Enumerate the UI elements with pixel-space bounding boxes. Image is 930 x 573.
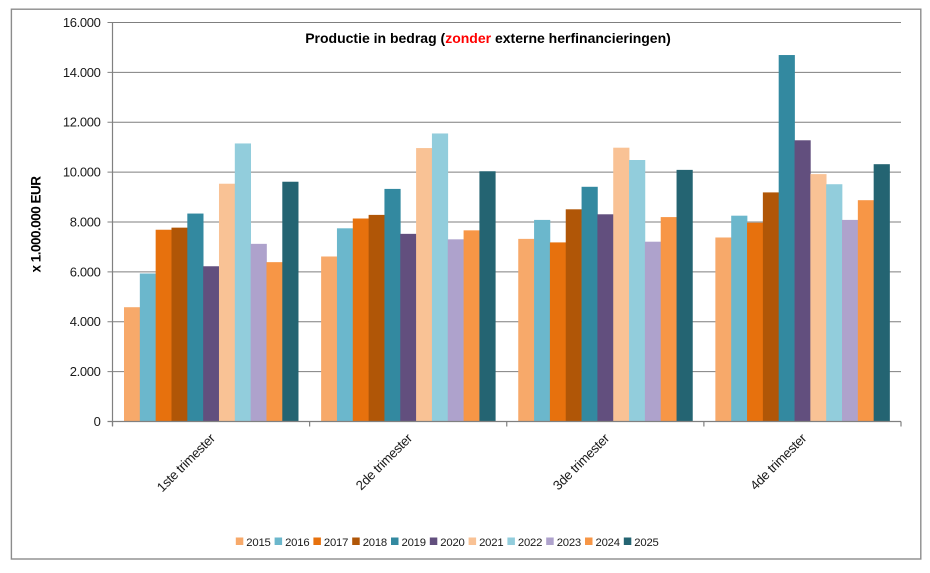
svg-text:2023: 2023 — [557, 537, 581, 549]
svg-text:14.000: 14.000 — [63, 65, 101, 80]
svg-text:4.000: 4.000 — [70, 314, 101, 329]
svg-text:8.000: 8.000 — [70, 214, 101, 229]
svg-text:2019: 2019 — [402, 537, 426, 549]
svg-text:2018: 2018 — [363, 537, 387, 549]
svg-text:0: 0 — [94, 414, 101, 429]
svg-text:Productie in bedrag (zonder ex: Productie in bedrag (zonder externe herf… — [305, 30, 671, 46]
svg-text:2015: 2015 — [246, 537, 270, 549]
svg-text:2025: 2025 — [634, 537, 658, 549]
svg-text:2.000: 2.000 — [70, 364, 101, 379]
svg-text:10.000: 10.000 — [63, 165, 101, 180]
svg-text:6.000: 6.000 — [70, 264, 101, 279]
svg-text:2016: 2016 — [285, 537, 309, 549]
svg-text:12.000: 12.000 — [63, 115, 101, 130]
svg-text:2024: 2024 — [596, 537, 620, 549]
svg-text:2017: 2017 — [324, 537, 348, 549]
svg-text:2022: 2022 — [518, 537, 542, 549]
svg-text:16.000: 16.000 — [63, 15, 101, 30]
svg-text:x 1.000.000 EUR: x 1.000.000 EUR — [29, 176, 44, 273]
svg-text:2020: 2020 — [440, 537, 464, 549]
svg-text:2021: 2021 — [479, 537, 503, 549]
